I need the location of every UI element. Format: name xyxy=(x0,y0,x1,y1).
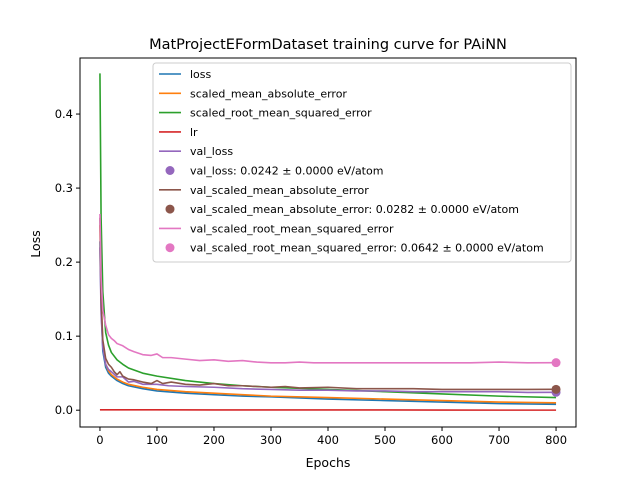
x-tick-label: 700 xyxy=(488,433,510,447)
x-tick-label: 100 xyxy=(146,433,168,447)
legend-entry-label: scaled_mean_absolute_error xyxy=(190,87,347,100)
legend-entry-label: val_scaled_root_mean_squared_error xyxy=(190,222,394,235)
legend-entry-label: val_scaled_mean_absolute_error: 0.0282 ±… xyxy=(190,203,519,216)
legend: loss scaled_mean_absolute_error scaled_roo… xyxy=(153,63,571,262)
series-point-9 xyxy=(552,358,561,367)
legend-swatch-point xyxy=(166,243,175,252)
legend-entry-label: val_scaled_mean_absolute_error xyxy=(190,184,369,197)
x-tick-label: 300 xyxy=(260,433,282,447)
chart-title: MatProjectEFormDataset training curve fo… xyxy=(149,37,507,53)
y-tick-label: 0.2 xyxy=(55,255,73,269)
legend-entry-label: val_loss xyxy=(190,145,233,158)
x-tick-label: 600 xyxy=(431,433,453,447)
legend-swatch-point xyxy=(166,205,175,214)
x-tick-label: 500 xyxy=(374,433,396,447)
x-axis-label: Epochs xyxy=(306,455,351,470)
series-point-7 xyxy=(552,385,561,394)
y-tick-label: 0.0 xyxy=(55,403,73,417)
y-axis-label: Loss xyxy=(28,230,43,257)
y-tick-label: 0.1 xyxy=(55,329,73,343)
x-tick-label: 400 xyxy=(317,433,339,447)
legend-entry-label: loss xyxy=(190,68,212,81)
y-tick-label: 0.3 xyxy=(55,181,73,195)
legend-entry-label: lr xyxy=(190,126,198,139)
x-tick-label: 200 xyxy=(203,433,225,447)
y-tick-label: 0.4 xyxy=(55,107,73,121)
legend-entry-label: val_scaled_root_mean_squared_error: 0.06… xyxy=(190,242,544,255)
legend-entry-label: val_loss: 0.0242 ± 0.0000 eV/atom xyxy=(190,165,383,178)
legend-entry-label: scaled_root_mean_squared_error xyxy=(190,107,372,120)
legend-swatch-point xyxy=(166,166,175,175)
x-tick-label: 0 xyxy=(96,433,103,447)
x-tick-label: 800 xyxy=(545,433,567,447)
